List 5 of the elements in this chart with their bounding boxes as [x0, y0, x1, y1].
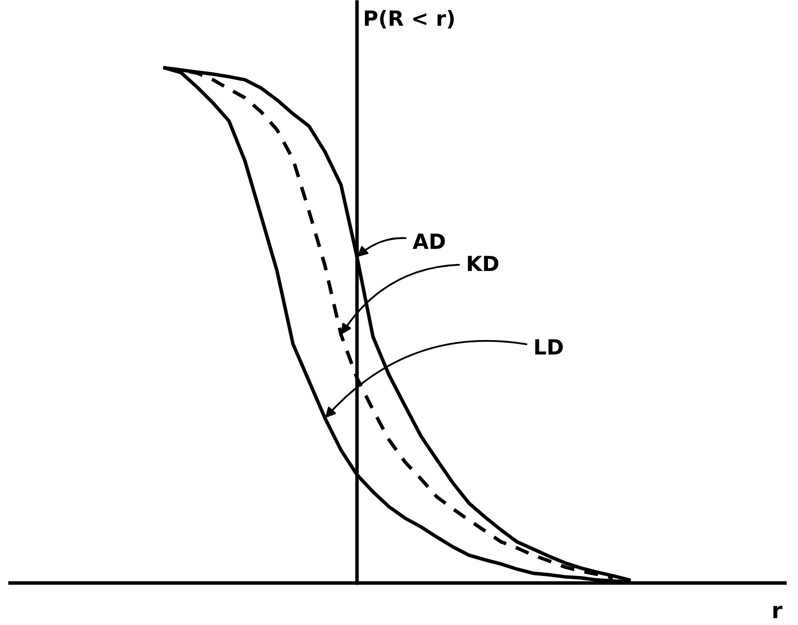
y-axis-title: P(R < r) — [364, 10, 454, 28]
annotation: LD — [535, 339, 563, 354]
annotation: AD — [412, 234, 445, 249]
text: r — [773, 606, 782, 618]
annotation: KD — [468, 256, 498, 272]
